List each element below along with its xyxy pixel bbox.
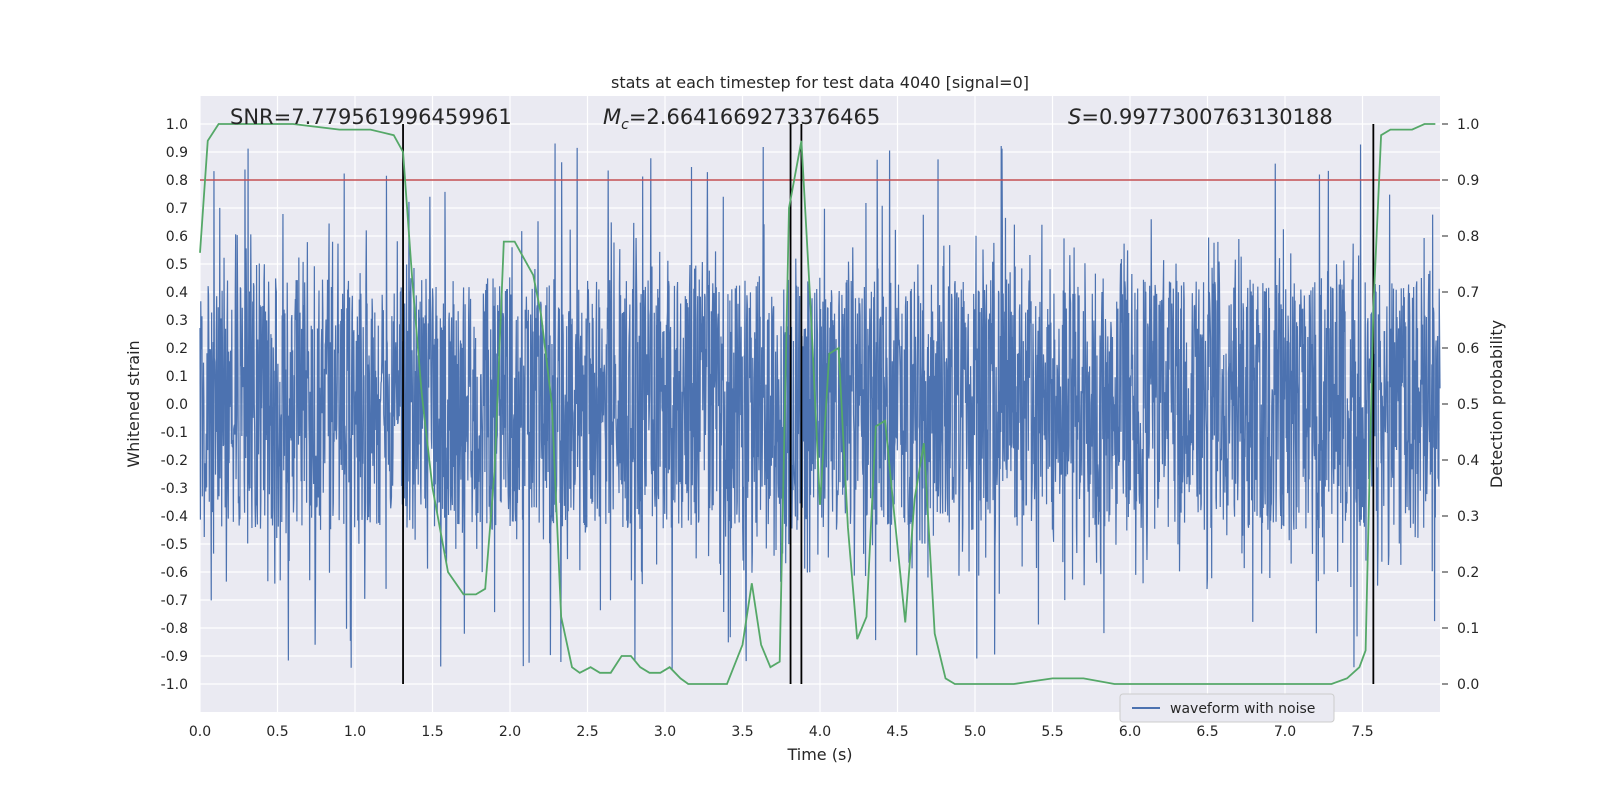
- s-annotation: S=0.9977300763130188: [1068, 105, 1333, 129]
- x-tick-label: 7.5: [1351, 724, 1373, 740]
- legend-box: [1119, 693, 1335, 723]
- y-tick-label: -0.3: [161, 481, 188, 497]
- y-right-tick-label: 0.5: [1457, 397, 1479, 413]
- x-tick-label: 7.0: [1274, 724, 1296, 740]
- y-tick-label: 0.6: [166, 229, 188, 245]
- x-tick-label: 2.5: [576, 724, 598, 740]
- x-tick-label: 5.5: [1041, 724, 1063, 740]
- y-tick-label: -0.2: [161, 453, 188, 469]
- y-tick-label: -0.9: [161, 649, 188, 665]
- x-tick-label: 1.5: [421, 724, 443, 740]
- mc-value: =2.6641669273376465: [629, 105, 880, 129]
- y-axis-right-ticks: 1.0 0.9 0.8 0.7 0.6 0.5 0.4 0.3 0.2 0.1 0.0: [1442, 117, 1479, 693]
- legend-entry: waveform with noise: [1170, 701, 1315, 717]
- x-axis-label: Time (s): [786, 745, 852, 764]
- mc-symbol: M: [603, 105, 621, 129]
- y-tick-label: 0.4: [166, 285, 188, 301]
- y-tick-label: 0.3: [166, 313, 188, 329]
- mc-subscript: c: [621, 117, 629, 133]
- x-tick-label: 4.0: [809, 724, 831, 740]
- x-axis-ticks: 0.0 0.5 1.0 1.5 2.0 2.5 3.0 3.5 4.0 4.5 5.0 5.5 6.0 6…: [189, 724, 1374, 740]
- y-right-tick-label: 1.0: [1457, 117, 1479, 133]
- y-right-tick-label: 0.6: [1457, 341, 1479, 357]
- x-tick-label: 5.0: [964, 724, 986, 740]
- y-tick-label: -0.6: [161, 565, 188, 581]
- x-tick-label: 1.0: [344, 724, 366, 740]
- mc-annotation: Mc=2.6641669273376465: [603, 105, 880, 133]
- y-tick-label: 0.5: [166, 257, 188, 273]
- y-tick-label: 0.7: [166, 201, 188, 217]
- y-right-tick-label: 0.3: [1457, 509, 1479, 525]
- y-tick-label: -0.1: [161, 425, 188, 441]
- x-tick-label: 0.5: [266, 724, 288, 740]
- x-tick-label: 6.0: [1119, 724, 1141, 740]
- s-value: =0.9977300763130188: [1081, 105, 1332, 129]
- probability-series: [199, 123, 1436, 685]
- y-tick-label: 0.2: [166, 341, 188, 357]
- y-right-tick-label: 0.1: [1457, 621, 1479, 637]
- y-tick-label: -0.5: [161, 537, 188, 553]
- y-right-tick-label: 0.4: [1457, 453, 1479, 469]
- x-tick-label: 4.5: [886, 724, 908, 740]
- s-symbol: S: [1068, 105, 1081, 129]
- x-tick-label: 3.5: [731, 724, 753, 740]
- chart-title: stats at each timestep for test data 404…: [611, 73, 1029, 92]
- y-tick-label: 1.0: [166, 117, 188, 133]
- y-axis-label: Whitened strain: [124, 340, 143, 467]
- y-tick-label: 0.9: [166, 145, 188, 161]
- y-tick-label: 0.0: [166, 397, 188, 413]
- y-right-tick-label: 0.0: [1457, 677, 1479, 693]
- waveform-series: [199, 143, 1441, 670]
- y-right-tick-label: 0.7: [1457, 285, 1479, 301]
- overlay-lines: [200, 124, 1440, 684]
- x-tick-label: 0.0: [189, 724, 211, 740]
- y-tick-label: -1.0: [161, 677, 188, 693]
- y-axis-right-label: Detection probability: [1487, 320, 1506, 488]
- x-tick-label: 3.0: [654, 724, 676, 740]
- snr-annotation: SNR=7.779561996459961: [230, 105, 512, 129]
- y-right-tick-label: 0.2: [1457, 565, 1479, 581]
- x-tick-label: 2.0: [499, 724, 521, 740]
- x-tick-label: 6.5: [1196, 724, 1218, 740]
- legend: waveform with noise: [1119, 693, 1335, 723]
- y-tick-label: -0.7: [161, 593, 188, 609]
- y-right-tick-label: 0.9: [1457, 173, 1479, 189]
- waveform-line: [199, 143, 1441, 670]
- y-tick-label: -0.4: [161, 509, 188, 525]
- y-tick-label: 0.8: [166, 173, 188, 189]
- y-axis-ticks: 1.0 0.9 0.8 0.7 0.6 0.5 0.4 0.3 0.2 0.1 0.0 -0.1 -0.…: [161, 117, 188, 693]
- y-right-tick-label: 0.8: [1457, 229, 1479, 245]
- y-tick-label: -0.8: [161, 621, 188, 637]
- probability-line: [199, 123, 1436, 685]
- y-tick-label: 0.1: [166, 369, 188, 385]
